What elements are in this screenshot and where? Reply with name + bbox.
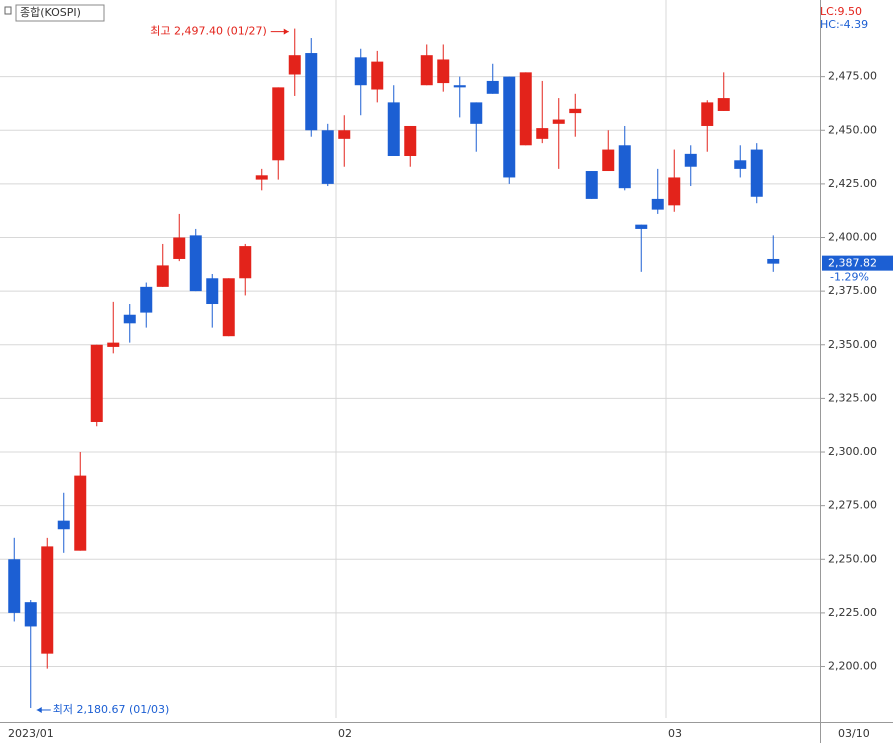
candle-body bbox=[57, 520, 70, 530]
candle-body bbox=[701, 102, 714, 126]
candle-body bbox=[123, 314, 136, 324]
icon bbox=[4, 6, 12, 15]
candle-body bbox=[453, 85, 466, 88]
y-tick-label: 2,200.00 bbox=[828, 660, 877, 673]
candle-body bbox=[239, 246, 252, 279]
hc-label: HC:-4.39 bbox=[820, 18, 868, 31]
y-tick-label: 2,475.00 bbox=[828, 70, 877, 83]
candle-body bbox=[767, 258, 780, 264]
change-label: -1.29% bbox=[830, 271, 869, 284]
candle-body bbox=[552, 119, 565, 124]
x-tick-label: 03 bbox=[668, 727, 682, 740]
candle-body bbox=[420, 55, 433, 86]
candle-body bbox=[206, 278, 219, 305]
candle-body bbox=[41, 546, 54, 654]
candle-body bbox=[371, 61, 384, 90]
candle-body bbox=[668, 177, 681, 206]
candle-body bbox=[74, 475, 87, 551]
candle-body bbox=[717, 98, 730, 111]
candle-body bbox=[189, 235, 202, 292]
candle-body bbox=[635, 224, 648, 229]
end-date-label: 03/10 bbox=[838, 727, 870, 740]
candle-body bbox=[321, 130, 334, 184]
candle-body bbox=[140, 286, 153, 313]
y-tick-label: 2,300.00 bbox=[828, 445, 877, 458]
y-tick-label: 2,325.00 bbox=[828, 391, 877, 404]
y-tick-label: 2,350.00 bbox=[828, 338, 877, 351]
candle-body bbox=[24, 602, 37, 627]
x-tick-label: 02 bbox=[338, 727, 352, 740]
candle-body bbox=[387, 102, 400, 157]
candle-body bbox=[684, 153, 697, 167]
candle-body bbox=[107, 342, 120, 347]
y-tick-label: 2,375.00 bbox=[828, 284, 877, 297]
candle-body bbox=[503, 76, 516, 178]
candle-body bbox=[651, 198, 664, 210]
y-tick-label: 2,250.00 bbox=[828, 552, 877, 565]
candle-body bbox=[90, 344, 103, 422]
candle-body bbox=[470, 102, 483, 124]
candle-body bbox=[734, 160, 747, 169]
candle-body bbox=[750, 149, 763, 197]
x-tick-label: 2023/01 bbox=[8, 727, 54, 740]
last-price-label: 2,387.82 bbox=[828, 257, 877, 270]
candle-body bbox=[486, 80, 499, 94]
low-annotation: 최저 2,180.67 (01/03) bbox=[53, 703, 170, 716]
y-tick-label: 2,450.00 bbox=[828, 123, 877, 136]
lc-label: LC:9.50 bbox=[820, 5, 862, 18]
candle-body bbox=[536, 128, 549, 139]
arrow-head bbox=[36, 706, 42, 713]
arrow-head bbox=[283, 28, 289, 35]
candle-body bbox=[404, 125, 417, 157]
candle-body bbox=[602, 149, 615, 172]
candle-body bbox=[437, 59, 450, 84]
candle-body bbox=[585, 171, 598, 199]
candle-body bbox=[519, 72, 532, 146]
candle-body bbox=[338, 130, 351, 139]
y-tick-label: 2,425.00 bbox=[828, 177, 877, 190]
high-annotation: 최고 2,497.40 (01/27) bbox=[150, 25, 267, 38]
price-box bbox=[822, 255, 893, 271]
candle-body bbox=[569, 108, 582, 114]
candle-body bbox=[354, 57, 367, 86]
candle-body bbox=[222, 278, 235, 337]
candle-body bbox=[156, 265, 169, 287]
title-box bbox=[15, 4, 105, 22]
chart-title: 종합(KOSPI) bbox=[20, 6, 81, 19]
candle-body bbox=[173, 237, 186, 259]
y-tick-label: 2,225.00 bbox=[828, 606, 877, 619]
y-tick-label: 2,275.00 bbox=[828, 499, 877, 512]
candle-body bbox=[305, 53, 318, 131]
candle-body bbox=[255, 175, 268, 180]
candle-body bbox=[8, 559, 21, 613]
candle-body bbox=[618, 145, 631, 189]
candle-body bbox=[288, 55, 301, 75]
y-tick-label: 2,400.00 bbox=[828, 231, 877, 244]
candle-body bbox=[272, 87, 285, 161]
